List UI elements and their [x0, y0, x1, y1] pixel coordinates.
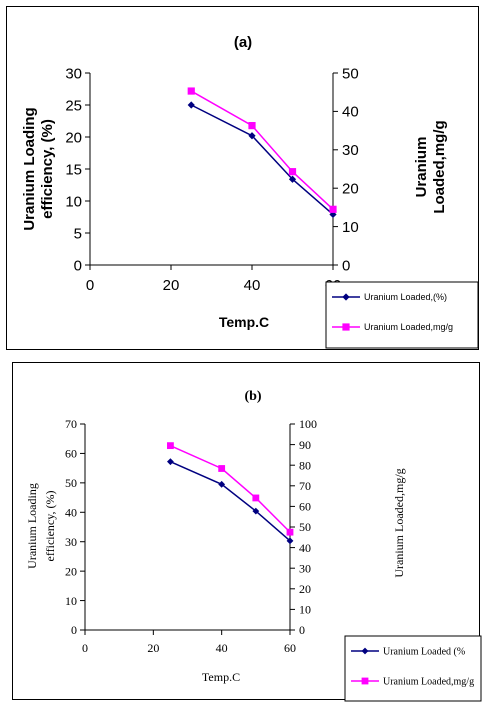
y-tick-label-left: 30: [65, 535, 77, 549]
y-tick-label-right: 50: [342, 65, 359, 82]
y-axis-right-label-line1: Uranium: [413, 137, 430, 198]
y-tick-label-left: 20: [65, 564, 77, 578]
y-tick-label-left: 20: [65, 129, 82, 146]
series-1-point: [288, 175, 297, 183]
x-tick-label: 20: [163, 277, 180, 294]
series-line-2: [190, 90, 334, 210]
y-tick-label-right: 40: [342, 104, 359, 121]
y-tick-label-left: 60: [65, 447, 77, 461]
x-axis-label: Temp.C: [202, 670, 240, 684]
series-2-point: [288, 168, 297, 176]
series-2-point: [167, 442, 174, 450]
x-tick-label: 40: [216, 641, 228, 655]
x-tick-label: 40: [244, 277, 261, 294]
y-tick-label-right: 0: [342, 257, 350, 274]
series-line-1: [190, 104, 334, 216]
chart-title: (a): [234, 34, 252, 51]
y-tick-label-right: 20: [342, 180, 359, 197]
legend-label-1: Uranium Loaded (%: [383, 647, 465, 658]
series-2-point: [218, 465, 226, 472]
legend-marker-1: [361, 647, 369, 655]
x-tick-label: 60: [284, 641, 296, 655]
x-tick-label: 0: [82, 641, 88, 655]
series-1-point: [187, 101, 195, 109]
y-axis-left-label-line1: Uranium Loading: [25, 483, 39, 569]
y-tick-label-left: 30: [65, 65, 82, 82]
y-tick-label-right: 30: [342, 142, 359, 159]
legend-box: [344, 635, 482, 702]
legend-marker-2: [342, 323, 350, 331]
y-axis-right-label-line2: Loaded,mg/g: [431, 120, 448, 213]
y-tick-label-right: 100: [299, 417, 317, 431]
series-2-point: [286, 528, 294, 536]
y-tick-label-right: 60: [299, 500, 311, 514]
y-tick-label-right: 40: [299, 541, 311, 555]
y-tick-label-left: 25: [65, 97, 82, 114]
y-tick-label-left: 5: [74, 225, 82, 242]
series-2-point: [187, 87, 195, 95]
y-tick-label-right: 50: [299, 520, 311, 534]
series-2-point: [248, 122, 256, 130]
series-1-point: [286, 537, 294, 545]
legend-label-1: Uranium Loaded,(%): [364, 292, 447, 302]
chart-b-svg: (b) 0 10 20 30 40 50 60 70 0 10 20 30 40 50 60 70 80 90 100…: [25, 389, 482, 702]
chart-panel-b: (b) 0 10 20 30 40 50 60 70 0 10 20 30 40 50 60 70 80 90 100…: [12, 362, 482, 702]
y-tick-label-left: 15: [65, 161, 82, 178]
y-tick-label-left: 10: [65, 193, 82, 210]
x-tick-label: 0: [86, 277, 94, 294]
y-tick-label-right: 10: [299, 603, 311, 617]
series-1-point: [252, 507, 260, 515]
series-line-2: [170, 444, 291, 533]
legend-label-2: Uranium Loaded,mg/g: [364, 322, 453, 332]
y-tick-label-right: 0: [299, 623, 305, 637]
chart-title: (b): [244, 389, 261, 404]
y-tick-label-left: 50: [65, 476, 77, 490]
y-axis-right-label: Uranium Loaded,mg/g: [392, 468, 406, 577]
y-tick-label-left: 0: [74, 257, 82, 274]
legend-box: [325, 281, 479, 349]
y-tick-label-left: 0: [71, 623, 77, 637]
chart-a-svg: (a)051015202530010203040500204060Temp.CU…: [21, 34, 479, 349]
y-tick-label-right: 30: [299, 561, 311, 575]
x-axis-label: Temp.C: [219, 314, 269, 330]
x-tick-label: 20: [147, 641, 159, 655]
series-1-point: [167, 458, 174, 466]
y-tick-label-left: 70: [65, 417, 77, 431]
y-tick-label-left: 40: [65, 505, 77, 519]
series-2-point: [252, 494, 260, 502]
y-tick-label-right: 70: [299, 479, 311, 493]
y-tick-label-right: 90: [299, 438, 311, 452]
y-axis-left-label-line2: efficiency, (%): [43, 491, 57, 562]
chart-panel-a: (a)051015202530010203040500204060Temp.CU…: [6, 6, 479, 350]
series-line-1: [170, 460, 291, 542]
y-axis-left-label-line1: Uranium Loading: [21, 107, 38, 230]
y-tick-label-left: 10: [65, 594, 77, 608]
y-tick-label-right: 80: [299, 458, 311, 472]
legend-marker-1: [342, 293, 350, 301]
legend-marker-2: [361, 677, 369, 685]
series-2-point: [329, 205, 337, 213]
y-axis-left-label-line2: efficiency, (%): [39, 119, 56, 219]
series-1-point: [248, 132, 256, 140]
y-tick-label-right: 10: [342, 219, 359, 236]
legend-label-2: Uranium Loaded,mg/g: [383, 677, 474, 688]
series-1-point: [218, 480, 226, 488]
y-tick-label-right: 20: [299, 582, 311, 596]
